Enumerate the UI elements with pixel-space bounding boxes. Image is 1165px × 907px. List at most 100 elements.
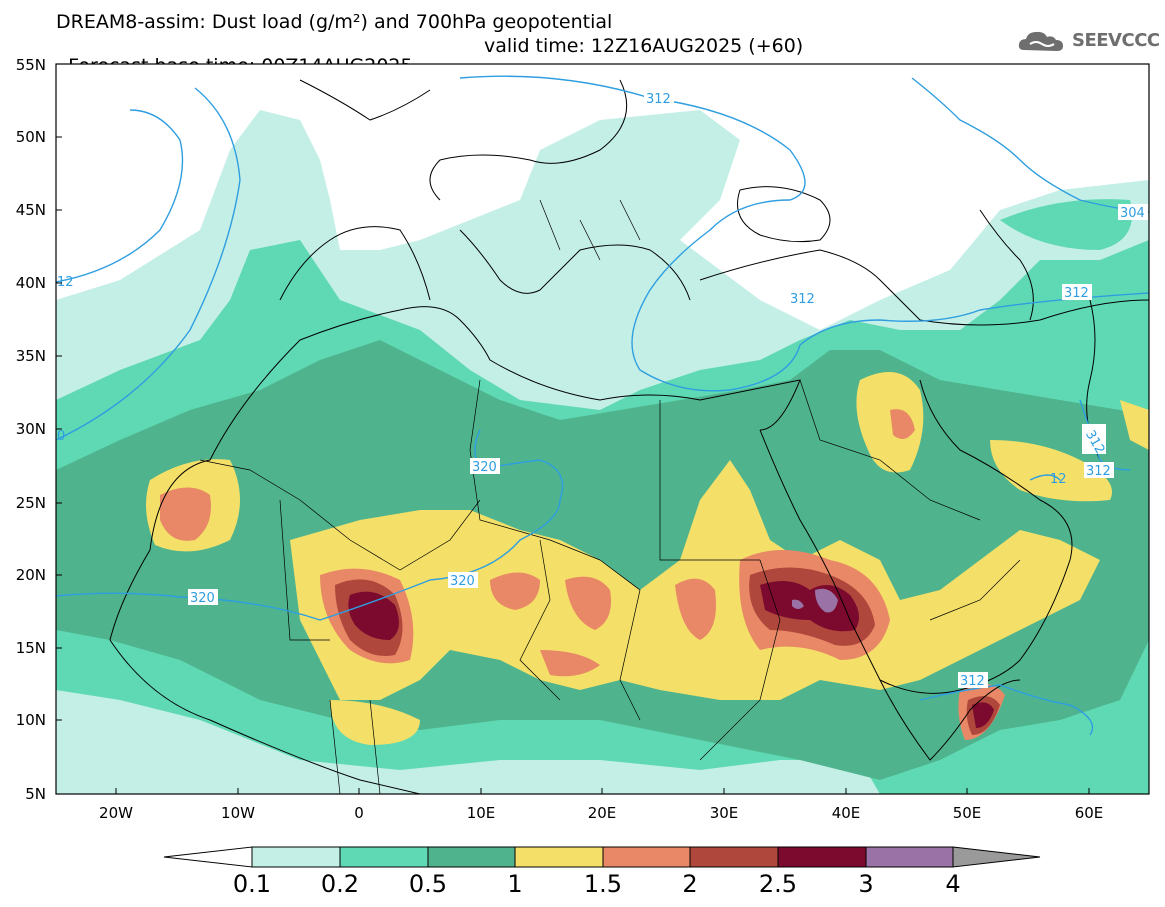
border — [699, 559, 781, 761]
dust-level-1 — [1120, 400, 1149, 450]
lat-label: 20N — [15, 566, 46, 584]
colorbar-high-arrow — [952, 846, 1041, 868]
lat-label: 10N — [15, 711, 46, 729]
lat-label: 30N — [15, 420, 46, 438]
lon-label: 10W — [221, 804, 255, 822]
lat-label: 40N — [15, 274, 46, 292]
border — [199, 459, 481, 571]
border — [929, 559, 1021, 621]
dust-level-0.1 — [560, 122, 720, 180]
dust-level-1 — [856, 372, 924, 473]
colorbar-low-arrow — [163, 846, 253, 868]
dust-level-3 — [792, 599, 804, 609]
lat-label: 35N — [15, 347, 46, 365]
contour-304 — [911, 77, 1149, 213]
border — [519, 539, 561, 701]
contour-label: 312 — [1086, 464, 1111, 479]
lat-label: 15N — [15, 639, 46, 657]
colorbar-segment — [427, 846, 516, 868]
dust-level-0.2 — [1000, 199, 1132, 250]
border — [369, 699, 381, 794]
colorbar-segment — [865, 846, 954, 868]
colorbar-label: 0.2 — [320, 870, 360, 898]
map-title: DREAM8-assim: Dust load (g/m²) and 700hP… — [56, 11, 613, 33]
colorbar-segment — [777, 846, 867, 868]
contour-label: 312 — [1064, 286, 1089, 301]
dust-level-1.5 — [565, 576, 611, 630]
contour-label: 0 — [57, 429, 65, 444]
country-borders — [199, 199, 1021, 794]
cloud-icon — [1018, 31, 1063, 51]
contour-310 — [56, 87, 241, 441]
dust-level-1.5 — [490, 572, 540, 610]
contour-labels: 312 312 312 312 312 312 304 320 320 320 … — [57, 90, 1148, 689]
contour-312 — [919, 399, 1131, 736]
logo-text: SEEVCCC — [1072, 30, 1160, 51]
colorbar-label: 1.5 — [583, 870, 623, 898]
border — [279, 499, 330, 641]
contour-label: 12 — [1050, 472, 1067, 487]
dust-level-2.5 — [760, 581, 859, 632]
lat-label: 50N — [15, 128, 46, 146]
colorbar — [163, 846, 1041, 868]
dust-level-1.5 — [540, 650, 600, 677]
coastline — [279, 226, 431, 301]
border — [469, 379, 601, 561]
contour-label: 312 — [790, 292, 815, 307]
colorbar-label: 4 — [945, 870, 961, 898]
colorbar-label: 2.5 — [758, 870, 798, 898]
colorbar-segment — [339, 846, 429, 868]
colorbar-label: 1 — [507, 870, 523, 898]
lon-label: 20E — [587, 804, 617, 822]
colorbar-segment — [602, 846, 691, 868]
contour-label: 320 — [472, 460, 497, 475]
coastline — [737, 186, 831, 243]
dust-level-1 — [330, 700, 420, 745]
coastline — [879, 679, 1021, 761]
border — [799, 379, 981, 521]
contour-label: 304 — [1120, 206, 1145, 221]
border — [659, 400, 760, 561]
coastline — [459, 229, 691, 301]
contour-label: 12 — [57, 275, 74, 290]
colorbar-label: 0.5 — [408, 870, 448, 898]
lat-label: 55N — [15, 56, 46, 74]
coastline — [429, 79, 628, 201]
colorbar-label: 3 — [858, 870, 874, 898]
seevccc-logo: SEEVCCC — [1016, 26, 1160, 58]
colorbar-label: 0.1 — [232, 870, 272, 898]
lat-label: 5N — [25, 785, 46, 803]
contour-label: 320 — [450, 574, 475, 589]
dust-level-2.5 — [348, 591, 399, 640]
contour-label: 320 — [190, 591, 215, 606]
colorbar-segment — [251, 846, 341, 868]
lat-label: 45N — [15, 201, 46, 219]
coastlines — [109, 79, 1149, 794]
dust-level-3 — [815, 588, 838, 613]
lon-label: 60E — [1074, 804, 1104, 822]
colorbar-segment — [514, 846, 604, 868]
border — [329, 699, 341, 794]
dust-level-1.5 — [675, 578, 716, 640]
lon-label: 20W — [99, 804, 133, 822]
contour-312 — [459, 75, 1149, 392]
map-area: 312 312 312 312 312 312 304 320 320 320 … — [56, 64, 1149, 794]
coastline — [759, 379, 1073, 694]
coastline — [149, 306, 801, 551]
border — [539, 199, 641, 261]
lon-label: 30E — [709, 804, 739, 822]
lon-label: 10E — [466, 804, 496, 822]
valid-time: valid time: 12Z16AUG2025 (+60) — [484, 35, 804, 57]
dust-fill — [56, 110, 1149, 794]
coastline — [109, 549, 421, 794]
lon-label: 50E — [952, 804, 982, 822]
colorbar-segment — [689, 846, 779, 868]
coastline — [699, 249, 1149, 326]
dust-level-1.5 — [160, 487, 211, 541]
contour-label: 312 — [646, 92, 671, 107]
axis-ticks — [56, 136, 1090, 794]
dust-level-2.5 — [972, 702, 994, 728]
contour-312 — [56, 109, 184, 283]
colorbar-label: 2 — [682, 870, 698, 898]
